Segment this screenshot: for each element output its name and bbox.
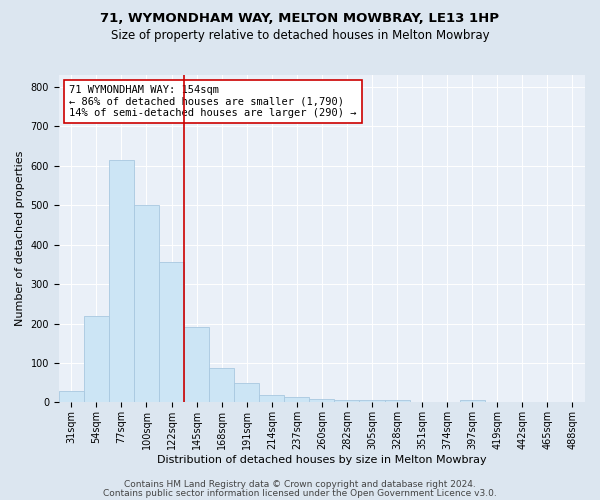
Bar xyxy=(109,160,134,402)
Text: 71 WYMONDHAM WAY: 154sqm
← 86% of detached houses are smaller (1,790)
14% of sem: 71 WYMONDHAM WAY: 154sqm ← 86% of detach… xyxy=(70,85,357,118)
Y-axis label: Number of detached properties: Number of detached properties xyxy=(15,151,25,326)
Text: 71, WYMONDHAM WAY, MELTON MOWBRAY, LE13 1HP: 71, WYMONDHAM WAY, MELTON MOWBRAY, LE13 … xyxy=(101,12,499,26)
Bar xyxy=(334,400,359,402)
Bar xyxy=(59,390,84,402)
Bar xyxy=(159,262,184,402)
Bar xyxy=(84,316,109,402)
Bar xyxy=(310,400,334,402)
Bar xyxy=(359,400,385,402)
Bar xyxy=(259,396,284,402)
X-axis label: Distribution of detached houses by size in Melton Mowbray: Distribution of detached houses by size … xyxy=(157,455,487,465)
Bar xyxy=(234,382,259,402)
Bar xyxy=(284,398,310,402)
Bar xyxy=(134,205,159,402)
Bar xyxy=(385,400,410,402)
Text: Contains HM Land Registry data © Crown copyright and database right 2024.: Contains HM Land Registry data © Crown c… xyxy=(124,480,476,489)
Text: Size of property relative to detached houses in Melton Mowbray: Size of property relative to detached ho… xyxy=(110,29,490,42)
Bar xyxy=(184,328,209,402)
Text: Contains public sector information licensed under the Open Government Licence v3: Contains public sector information licen… xyxy=(103,488,497,498)
Bar xyxy=(460,400,485,402)
Bar xyxy=(209,368,234,402)
